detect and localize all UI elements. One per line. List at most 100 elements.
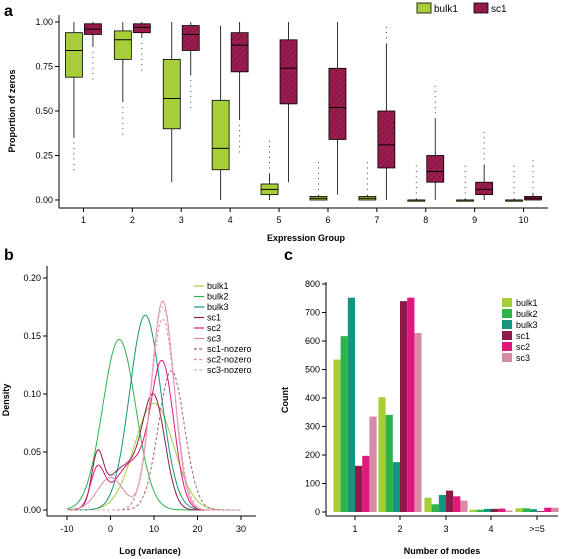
outlier <box>483 131 485 133</box>
outlier <box>92 62 94 64</box>
bar-bulk1 <box>469 509 477 512</box>
y-tick-label: 0.00 <box>23 505 41 515</box>
legend-label: sc1-nozero <box>207 344 252 354</box>
outlier <box>415 187 417 189</box>
x-tick-label: 2 <box>397 524 402 534</box>
y-tick-label: 600 <box>305 336 320 346</box>
y-tick-label: 1.00 <box>35 17 53 27</box>
outlier <box>141 48 143 50</box>
box-bulk1 <box>211 99 230 171</box>
outlier <box>532 181 534 183</box>
panel-label-a: a <box>4 3 13 20</box>
y-tick-label: 0.05 <box>23 447 41 457</box>
outlier <box>415 171 417 173</box>
outlier <box>366 172 368 174</box>
legend-label: bulk1 <box>434 4 458 15</box>
box-bulk1 <box>65 32 83 78</box>
outlier <box>434 85 436 87</box>
legend-label: bulk1 <box>207 281 229 291</box>
outlier <box>269 156 271 158</box>
y-tick-label: 0.25 <box>35 151 53 161</box>
outlier <box>513 171 515 173</box>
outlier <box>141 58 143 60</box>
outlier <box>385 37 387 39</box>
legend-swatch <box>502 298 512 307</box>
box-sc1 <box>328 67 347 140</box>
y-tick-label: 100 <box>305 479 320 489</box>
legend-swatch <box>416 2 432 14</box>
outlier <box>122 128 124 130</box>
outlier <box>122 117 124 119</box>
outlier <box>141 53 143 55</box>
bar-sc3 <box>414 333 422 512</box>
outlier <box>532 165 534 167</box>
legend-label: bulk2 <box>516 309 538 319</box>
x-tick-label: 1 <box>81 215 86 225</box>
x-tick-label: 3 <box>179 215 184 225</box>
box-sc1 <box>279 39 298 105</box>
bar-bulk2 <box>476 509 484 512</box>
legend-label: sc1 <box>207 313 221 323</box>
outlier <box>483 142 485 144</box>
box-sc1 <box>132 23 151 34</box>
legend-swatch <box>502 320 512 329</box>
outlier <box>464 171 466 173</box>
box-sc1 <box>377 110 396 169</box>
outlier <box>434 101 436 103</box>
legend-label: sc2 <box>207 323 221 333</box>
outlier <box>317 178 319 180</box>
outlier <box>92 78 94 80</box>
outlier <box>366 183 368 185</box>
legend-swatch <box>502 342 512 351</box>
y-tick-label: 500 <box>305 365 320 375</box>
bar-bulk1 <box>333 359 341 512</box>
y-tick-label: 200 <box>305 450 320 460</box>
panel-label-b: b <box>4 247 14 264</box>
y-tick-label: 0.20 <box>23 273 41 283</box>
bar-bulk2 <box>385 414 393 512</box>
x-tick-label: -10 <box>60 524 73 534</box>
outlier <box>532 160 534 162</box>
outlier <box>269 140 271 142</box>
outlier <box>141 69 143 71</box>
outlier <box>385 32 387 34</box>
outlier <box>513 176 515 178</box>
outlier <box>317 183 319 185</box>
bar-bulk3 <box>438 494 446 512</box>
outlier <box>415 181 417 183</box>
outlier <box>239 146 241 148</box>
outlier <box>141 42 143 44</box>
outlier <box>73 147 75 149</box>
bar-bulk3 <box>529 509 537 512</box>
outlier <box>464 176 466 178</box>
panel-a-chart: 0.00 0.25 0.50 0.75 1.00 Proportion of zeros E… <box>7 2 548 243</box>
outlier <box>190 80 192 82</box>
outlier <box>385 26 387 28</box>
panel-c-chart: 0 100 200 300 400 500 600 700 800 Count Number of … <box>280 279 559 556</box>
density-line-sc2 <box>66 359 241 511</box>
x-tick-label: 4 <box>228 215 233 225</box>
legend-swatch <box>502 331 512 340</box>
density-line-bulk1 <box>67 402 241 511</box>
bar-bulk1 <box>424 497 432 512</box>
x-tick-label: 8 <box>423 215 428 225</box>
outlier <box>483 158 485 160</box>
y-axis-title: Proportion of zeros <box>7 70 17 153</box>
legend-label: bulk3 <box>207 302 229 312</box>
bar-bulk1 <box>378 397 386 512</box>
legend-swatch <box>473 2 489 14</box>
outlier <box>239 130 241 132</box>
legend-label: bulk1 <box>516 298 538 308</box>
bar-sc2 <box>362 455 370 512</box>
bar-bulk3 <box>392 462 400 512</box>
x-tick-label: 1 <box>352 524 357 534</box>
bar-sc3 <box>551 507 559 512</box>
outlier <box>269 167 271 169</box>
outlier <box>434 90 436 92</box>
y-axis-title: Density <box>1 384 11 417</box>
box-bulk1 <box>113 30 132 60</box>
bar-sc1 <box>491 508 499 512</box>
y-tick-label: 0.00 <box>35 195 53 205</box>
x-tick-label: 5 <box>277 215 282 225</box>
outlier <box>483 153 485 155</box>
